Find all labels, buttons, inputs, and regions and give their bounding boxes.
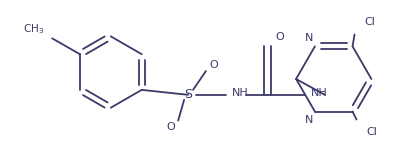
Text: Cl: Cl xyxy=(367,127,377,137)
Text: O: O xyxy=(209,60,218,70)
Text: O: O xyxy=(166,122,175,132)
Text: O: O xyxy=(275,32,284,42)
Text: Cl: Cl xyxy=(365,17,375,27)
Text: NH: NH xyxy=(311,88,328,98)
Text: S: S xyxy=(184,88,192,101)
Text: N: N xyxy=(305,33,313,43)
Text: CH$_3$: CH$_3$ xyxy=(23,22,44,36)
Text: NH: NH xyxy=(232,88,248,98)
Text: N: N xyxy=(305,115,313,125)
